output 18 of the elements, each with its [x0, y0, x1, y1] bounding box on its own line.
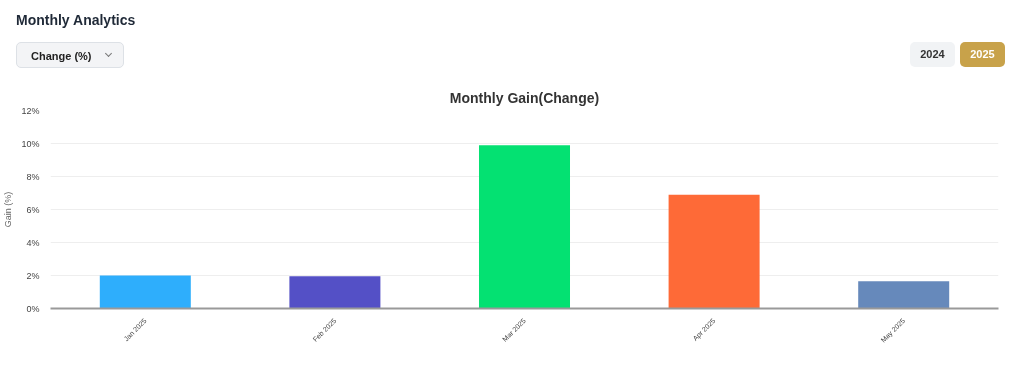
bar — [858, 281, 950, 309]
chart-subtitle: Monthly Gain(Change) — [449, 89, 600, 106]
bar — [289, 276, 381, 309]
y-tick-label: 2% — [26, 270, 40, 281]
chart-title: Monthly Analytics — [16, 12, 136, 28]
y-tick-label: 6% — [26, 204, 40, 215]
y-tick-label: 10% — [21, 138, 40, 149]
bar — [668, 194, 760, 309]
text: 2025 — [960, 42, 1005, 67]
bar — [99, 275, 191, 309]
bar — [479, 145, 570, 309]
text: Change (%) — [16, 42, 124, 68]
text: 2024 — [910, 42, 955, 67]
y-tick-label: 0% — [26, 303, 40, 314]
y-tick-label: 4% — [26, 237, 40, 248]
y-tick-label: 8% — [26, 171, 40, 182]
y-axis-title: Gain (%) — [3, 191, 14, 228]
y-tick-label: 12% — [21, 105, 40, 116]
